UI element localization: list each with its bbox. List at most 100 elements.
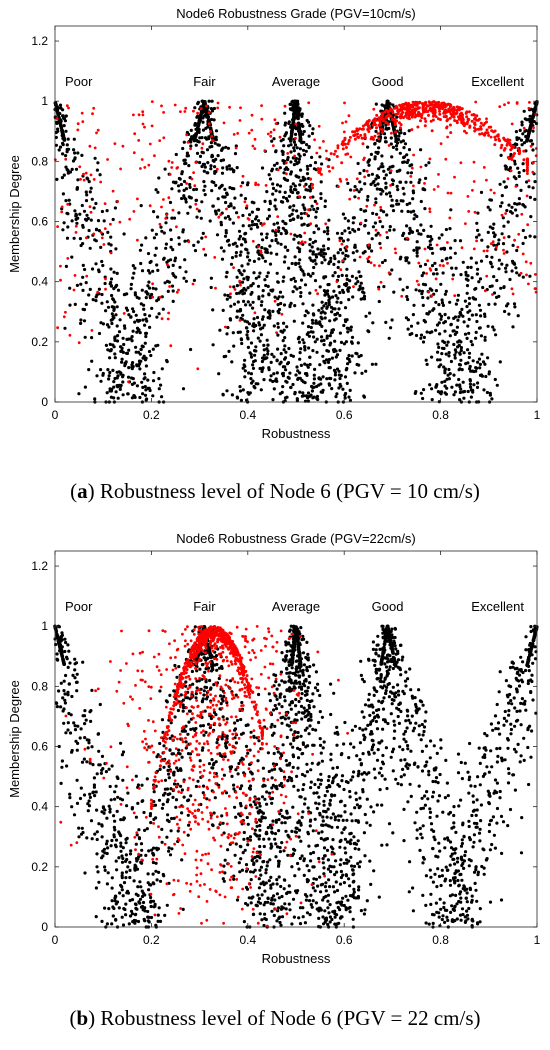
black-point xyxy=(357,190,361,194)
black-point xyxy=(167,764,171,768)
red-point xyxy=(446,261,449,265)
red-point xyxy=(175,166,179,170)
black-point xyxy=(308,124,312,128)
red-point xyxy=(426,259,430,263)
black-point xyxy=(349,188,353,192)
red-point xyxy=(473,121,477,125)
black-point xyxy=(424,176,428,180)
black-point xyxy=(82,308,87,312)
black-point xyxy=(531,142,535,146)
black-point xyxy=(178,265,182,269)
black-point xyxy=(281,339,285,343)
black-point xyxy=(200,748,204,752)
black-point xyxy=(224,354,228,358)
black-point xyxy=(224,744,228,748)
black-point xyxy=(278,184,283,188)
black-point xyxy=(115,809,119,813)
black-point xyxy=(370,249,374,253)
black-point xyxy=(505,304,509,308)
black-point xyxy=(470,343,474,347)
black-point xyxy=(533,235,537,239)
black-point xyxy=(274,238,278,243)
black-point xyxy=(265,338,269,342)
black-point xyxy=(194,132,198,136)
black-point xyxy=(390,155,394,159)
black-point xyxy=(522,109,526,113)
black-point xyxy=(88,190,92,194)
black-point xyxy=(340,231,344,236)
black-point xyxy=(72,813,77,817)
black-point xyxy=(292,146,296,150)
black-point xyxy=(328,376,332,380)
black-point xyxy=(423,262,428,267)
black-point xyxy=(165,787,170,791)
red-point xyxy=(236,132,240,135)
black-point xyxy=(415,248,419,252)
black-point xyxy=(253,828,257,832)
red-point xyxy=(355,177,359,181)
black-point xyxy=(67,711,71,716)
black-point xyxy=(210,766,214,770)
black-point xyxy=(448,372,452,376)
red-point xyxy=(298,195,301,199)
black-point xyxy=(295,209,299,213)
black-point xyxy=(334,395,338,399)
black-point xyxy=(303,372,308,376)
black-point xyxy=(292,163,296,167)
black-point xyxy=(248,748,252,752)
black-point xyxy=(64,165,68,169)
black-point xyxy=(138,395,142,400)
black-point xyxy=(158,919,163,923)
red-point xyxy=(394,251,398,255)
black-point xyxy=(150,848,154,852)
black-point xyxy=(124,876,128,880)
red-point xyxy=(489,125,493,129)
red-point xyxy=(527,106,531,110)
black-point xyxy=(249,730,253,734)
red-point xyxy=(81,120,85,123)
black-point xyxy=(330,387,334,391)
black-point xyxy=(528,195,533,199)
black-point xyxy=(405,160,409,165)
black-point xyxy=(132,271,136,275)
black-point xyxy=(172,689,176,693)
black-point xyxy=(212,683,216,687)
black-point xyxy=(187,164,191,168)
black-point xyxy=(294,100,298,104)
red-point xyxy=(341,259,345,263)
black-point xyxy=(366,194,370,199)
red-point xyxy=(513,152,516,155)
black-point xyxy=(179,693,183,697)
black-point xyxy=(101,263,105,268)
black-point xyxy=(499,286,503,290)
caption-a-label: a xyxy=(77,479,88,503)
black-point xyxy=(163,791,167,795)
black-point xyxy=(224,231,228,235)
black-point xyxy=(420,289,424,293)
black-point xyxy=(440,298,444,302)
red-point xyxy=(229,292,232,296)
black-point xyxy=(82,209,87,213)
black-point xyxy=(249,227,253,231)
black-point xyxy=(74,167,79,171)
black-point xyxy=(154,232,158,236)
red-point xyxy=(423,117,427,121)
black-point xyxy=(412,209,416,213)
red-point xyxy=(111,189,115,193)
black-point xyxy=(105,209,109,213)
red-point xyxy=(232,266,236,269)
black-point xyxy=(479,314,483,318)
red-point xyxy=(358,255,362,259)
black-point xyxy=(289,185,293,189)
black-point xyxy=(486,356,490,360)
black-point xyxy=(280,841,284,845)
black-point xyxy=(243,375,247,379)
red-point xyxy=(451,113,455,117)
black-point xyxy=(82,319,87,323)
red-point xyxy=(413,111,417,114)
black-point xyxy=(256,893,260,897)
black-point xyxy=(294,156,298,161)
red-point xyxy=(522,158,526,162)
red-point xyxy=(474,128,478,131)
black-point xyxy=(288,205,292,209)
